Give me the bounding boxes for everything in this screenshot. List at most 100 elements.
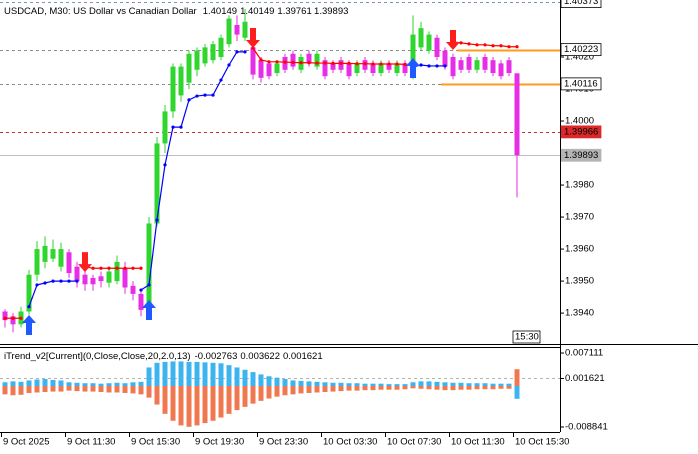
histogram-bar xyxy=(82,385,88,392)
histogram-bar xyxy=(394,384,400,386)
price-label: 1.40373 xyxy=(564,0,598,7)
histogram-bar xyxy=(66,382,72,386)
histogram-bar xyxy=(338,385,344,392)
histogram-bar xyxy=(186,361,192,386)
trail-dot xyxy=(363,62,367,66)
trail-dot xyxy=(27,305,31,309)
histogram-bar xyxy=(226,385,232,414)
histogram-bar xyxy=(66,385,72,391)
trail-dot xyxy=(3,316,7,320)
candle-body xyxy=(146,223,152,304)
candle-body xyxy=(490,60,496,73)
histogram-bar xyxy=(82,383,88,386)
histogram-bar xyxy=(218,363,224,386)
histogram-bar xyxy=(242,369,248,386)
candle-body xyxy=(138,293,144,310)
histogram-bar xyxy=(58,385,64,392)
trail-dot xyxy=(35,283,39,287)
histogram-bar xyxy=(138,381,144,386)
candle-body xyxy=(274,63,280,73)
candle-body xyxy=(122,268,128,288)
y-tick-label: 1.3980 xyxy=(565,180,594,191)
trail-dot xyxy=(443,64,447,68)
candle-body xyxy=(186,53,192,83)
trail-dot xyxy=(19,316,23,320)
y-tick-label: -0.008841 xyxy=(565,422,608,433)
histogram-bar xyxy=(402,384,408,386)
sell-arrow xyxy=(246,28,260,49)
chart-title: USDCAD, M30: US Dollar vs Canadian Dolla… xyxy=(4,6,348,17)
buy-arrow xyxy=(22,315,36,336)
sell-arrow xyxy=(78,252,92,273)
histogram-bar xyxy=(74,382,80,386)
trail-dot xyxy=(59,279,63,283)
candle-body xyxy=(82,274,88,285)
trail-dot xyxy=(163,163,167,167)
histogram-bar xyxy=(394,385,400,390)
histogram-bar xyxy=(346,383,352,386)
candle-body xyxy=(34,249,40,275)
trail-dot xyxy=(11,316,15,320)
y-tick-label: 1.3960 xyxy=(565,244,594,255)
trail-dot xyxy=(419,63,423,67)
price-label: 1.39966 xyxy=(564,126,598,137)
candle-body xyxy=(386,63,392,70)
candle-body xyxy=(170,66,176,112)
ohlc-open: 1.40149 xyxy=(203,6,237,17)
ohlc-close: 1.39893 xyxy=(314,6,348,17)
histogram-bar xyxy=(282,385,288,396)
trail-dot xyxy=(195,94,199,98)
histogram-bar xyxy=(314,381,320,386)
histogram-bar xyxy=(490,383,496,386)
histogram-bar xyxy=(418,381,424,386)
trail-dot xyxy=(139,266,143,270)
candle-body xyxy=(50,249,56,259)
histogram-bar xyxy=(322,382,328,386)
histogram-bar xyxy=(426,385,432,390)
y-tick-label: 0.007111 xyxy=(565,348,603,359)
histogram-bar xyxy=(250,385,256,404)
histogram-bar xyxy=(442,385,448,391)
ohlc-low: 1.39761 xyxy=(277,6,311,17)
indicator-readout: -0.002763 xyxy=(195,351,238,362)
histogram-bar xyxy=(386,384,392,386)
candle-body xyxy=(338,60,344,70)
candle-body xyxy=(442,50,448,67)
trail-dot xyxy=(339,61,343,65)
candle-body xyxy=(98,276,104,282)
trail-dot xyxy=(307,61,311,65)
trail-dot xyxy=(267,60,271,64)
trail-dot xyxy=(75,279,79,283)
candle-body xyxy=(290,53,296,67)
x-tick-label: 10 Oct 03:30 xyxy=(323,437,377,448)
histogram-bar xyxy=(378,383,384,386)
trail-dot xyxy=(131,266,135,270)
candle-body xyxy=(2,311,8,321)
candle-body xyxy=(58,249,64,267)
histogram-bar xyxy=(514,369,520,386)
histogram-bar xyxy=(362,383,368,386)
trail-dot xyxy=(43,281,47,285)
histogram-bar xyxy=(146,367,152,386)
price-label: 1.40223 xyxy=(564,44,598,55)
candle-body xyxy=(482,56,488,70)
candle-body xyxy=(26,274,32,312)
candle-body xyxy=(506,60,512,73)
histogram-bar xyxy=(162,361,168,386)
x-tick-label: 10 Oct 15:30 xyxy=(515,437,569,448)
candle-body xyxy=(378,63,384,73)
y-tick-label: 1.3950 xyxy=(565,276,594,287)
trail-dot xyxy=(259,58,263,62)
trail-dot xyxy=(187,98,191,102)
trail-dot xyxy=(435,64,439,68)
histogram-bar xyxy=(34,379,40,386)
trail-dot xyxy=(235,50,239,54)
trail-dot xyxy=(203,93,207,97)
histogram-bar xyxy=(474,385,480,390)
candle-body xyxy=(90,277,96,285)
trail-dot xyxy=(323,61,327,65)
histogram-bar xyxy=(298,385,304,394)
candle-body xyxy=(106,271,112,283)
histogram-bar xyxy=(266,376,272,386)
